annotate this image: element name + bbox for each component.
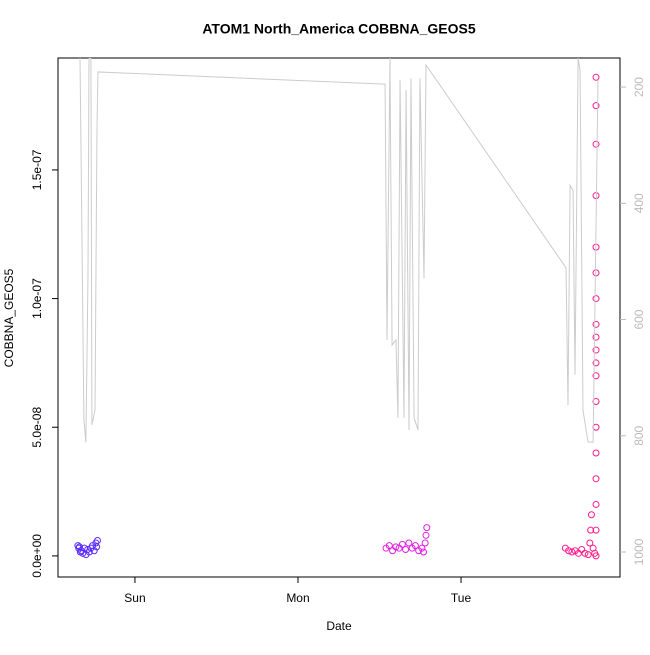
point <box>581 549 589 557</box>
point <box>398 540 406 548</box>
y2-tick-label: 800 <box>632 425 646 445</box>
point <box>592 320 600 328</box>
x-tick-label: Tue <box>451 591 472 605</box>
point <box>565 547 573 555</box>
y-tick-label: 1.5e-07 <box>30 149 44 190</box>
point <box>592 346 600 354</box>
y-tick-label: 1.0e-07 <box>30 278 44 319</box>
point <box>568 548 576 556</box>
point <box>385 542 393 550</box>
point <box>592 475 600 483</box>
plot-area <box>74 58 600 560</box>
point <box>421 539 429 547</box>
point <box>587 511 595 519</box>
point <box>592 269 600 277</box>
point <box>402 545 410 553</box>
point <box>422 531 430 539</box>
x-tick-label: Sun <box>124 591 145 605</box>
x-axis-title: Date <box>326 619 352 633</box>
point <box>592 500 600 508</box>
chart-title: ATOM1 North_America COBBNA_GEOS5 <box>202 21 476 37</box>
point <box>80 544 88 552</box>
point <box>411 542 419 550</box>
point <box>418 544 426 552</box>
line <box>79 58 599 443</box>
y2-tick-label: 600 <box>632 309 646 329</box>
point <box>587 526 595 534</box>
y-tick-label: 5.0e-08 <box>30 407 44 448</box>
x-tick-label: Mon <box>286 591 309 605</box>
point <box>592 372 600 380</box>
point <box>592 398 600 406</box>
point <box>592 73 600 81</box>
point <box>423 524 431 532</box>
y-axis-title: COBBNA_GEOS5 <box>2 268 16 367</box>
plot-frame <box>57 57 621 578</box>
point <box>592 333 600 341</box>
point <box>584 551 592 559</box>
y-tick-label: 0.0e+00 <box>30 534 44 578</box>
y2-tick-label: 1000 <box>632 538 646 565</box>
point <box>592 552 600 560</box>
point <box>592 102 600 110</box>
point <box>93 543 101 551</box>
y2-tick-label: 200 <box>632 77 646 97</box>
point <box>76 543 84 551</box>
point <box>592 526 600 534</box>
point <box>392 543 400 551</box>
y2-tick-label: 400 <box>632 193 646 213</box>
point <box>592 140 600 148</box>
point <box>420 548 428 556</box>
point <box>93 536 101 544</box>
point <box>586 539 594 547</box>
point <box>592 295 600 303</box>
point <box>85 548 93 556</box>
point <box>592 359 600 367</box>
point <box>592 449 600 457</box>
point <box>405 539 413 547</box>
